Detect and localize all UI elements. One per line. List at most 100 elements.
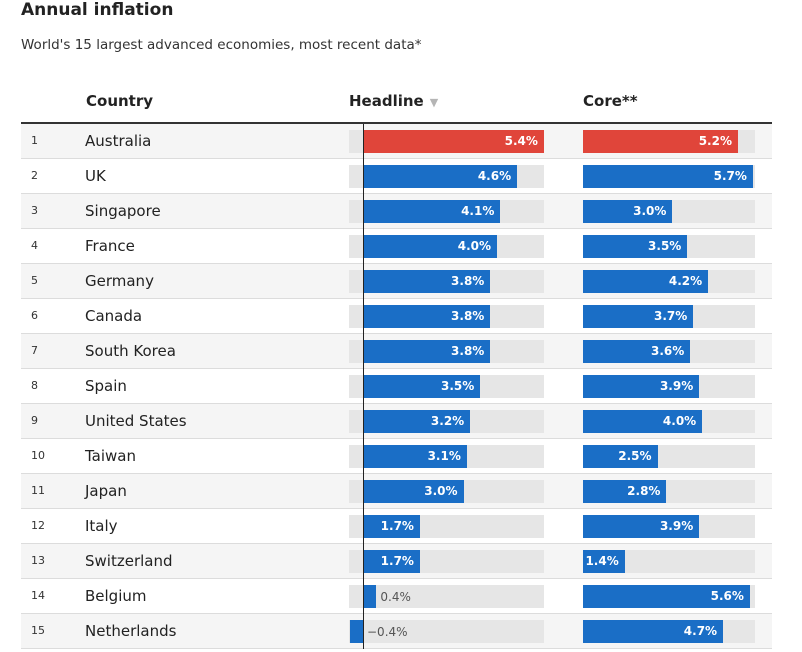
- table-row[interactable]: 14 Belgium 0.4% 5.6%: [21, 579, 772, 614]
- row-country: Spain: [85, 377, 127, 395]
- core-bar: [583, 620, 724, 643]
- table-row[interactable]: 13 Switzerland 1.7% 1.4%: [21, 544, 772, 579]
- row-divider: [21, 403, 772, 404]
- column-header-headline[interactable]: Headline ▼: [349, 92, 438, 110]
- row-country: Canada: [85, 307, 143, 325]
- core-bar: [583, 165, 753, 188]
- core-value-label: 2.8%: [627, 484, 661, 498]
- core-value-label: 5.7%: [713, 169, 747, 183]
- column-header-country[interactable]: Country: [86, 92, 154, 110]
- table-row[interactable]: 6 Canada 3.8% 3.7%: [21, 299, 772, 334]
- row-rank: 15: [31, 624, 45, 637]
- core-bar: [583, 410, 703, 433]
- row-country: United States: [85, 412, 187, 430]
- table-row[interactable]: 15 Netherlands −0.4% 4.7%: [21, 614, 772, 649]
- column-header-core[interactable]: Core**: [583, 92, 638, 110]
- row-country: Taiwan: [85, 447, 137, 465]
- row-divider: [21, 158, 772, 159]
- row-rank: 2: [31, 169, 38, 182]
- headline-bar: [363, 515, 420, 538]
- row-divider: [21, 613, 772, 614]
- row-divider: [21, 648, 772, 649]
- core-value-label: 3.6%: [651, 344, 685, 358]
- core-value-label: 3.0%: [633, 204, 667, 218]
- core-bar: [583, 270, 709, 293]
- headline-bar: [363, 165, 518, 188]
- headline-value-label: 5.4%: [504, 134, 538, 148]
- row-rank: 6: [31, 309, 38, 322]
- core-value-label: 3.9%: [659, 379, 694, 393]
- row-rank: 9: [31, 414, 38, 427]
- row-country: Belgium: [85, 587, 147, 605]
- row-divider: [21, 193, 772, 194]
- headline-value-label: 3.2%: [430, 414, 465, 428]
- core-bar: [583, 585, 750, 608]
- headline-value-label: 1.7%: [380, 554, 414, 568]
- row-rank: 7: [31, 344, 38, 357]
- row-divider: [21, 368, 772, 369]
- headline-value-label: 4.0%: [457, 239, 491, 253]
- column-header-headline-label: Headline: [349, 92, 424, 110]
- table-row[interactable]: 2 UK 4.6% 5.7%: [21, 159, 772, 194]
- table-row[interactable]: 5 Germany 3.8% 4.2%: [21, 264, 772, 299]
- row-country: Italy: [85, 517, 118, 535]
- row-rank: 10: [31, 449, 45, 462]
- row-country: Australia: [85, 132, 152, 150]
- headline-bar: [363, 585, 377, 608]
- core-value-label: 4.7%: [683, 624, 718, 638]
- table-row[interactable]: 11 Japan 3.0% 2.8%: [21, 474, 772, 509]
- core-bar: [583, 445, 658, 468]
- table-row[interactable]: 3 Singapore 4.1% 3.0%: [21, 194, 772, 229]
- core-value-label: 3.7%: [653, 309, 688, 323]
- headline-bar: [363, 375, 481, 398]
- headline-value-label: 4.6%: [477, 169, 512, 183]
- table-row[interactable]: 7 South Korea 3.8% 3.6%: [21, 334, 772, 369]
- table-row[interactable]: 12 Italy 1.7% 3.9%: [21, 509, 772, 544]
- row-rank: 1: [31, 134, 38, 147]
- row-divider: [21, 263, 772, 264]
- row-country: Singapore: [85, 202, 161, 220]
- table-row[interactable]: 10 Taiwan 3.1% 2.5%: [21, 439, 772, 474]
- core-value-label: 2.5%: [618, 449, 652, 463]
- headline-bar: [363, 550, 420, 573]
- core-bar: [583, 305, 694, 328]
- row-country: UK: [85, 167, 106, 185]
- headline-value-label: 3.5%: [440, 379, 475, 393]
- core-bar: [583, 200, 673, 223]
- headline-track: [349, 585, 544, 608]
- core-bar: [583, 515, 700, 538]
- sort-down-triangle-icon: ▼: [429, 96, 439, 109]
- core-bar: [583, 340, 691, 363]
- headline-bar: [363, 270, 491, 293]
- row-country: South Korea: [85, 342, 176, 360]
- headline-value-label: 4.1%: [461, 204, 495, 218]
- row-divider: [21, 543, 772, 544]
- core-track: [583, 550, 755, 573]
- row-divider: [21, 508, 772, 509]
- header-divider: [21, 122, 772, 124]
- row-rank: 14: [31, 589, 45, 602]
- core-value-label: 4.2%: [668, 274, 703, 288]
- headline-bar: [349, 620, 363, 643]
- row-rank: 12: [31, 519, 45, 532]
- row-divider: [21, 473, 772, 474]
- headline-value-label: 3.0%: [424, 484, 458, 498]
- row-rank: 5: [31, 274, 38, 287]
- headline-track: [349, 620, 544, 643]
- table-row[interactable]: 9 United States 3.2% 4.0%: [21, 404, 772, 439]
- row-country: Japan: [85, 482, 127, 500]
- row-divider: [21, 333, 772, 334]
- core-bar: [583, 375, 700, 398]
- headline-bar: [363, 305, 491, 328]
- headline-bar: [363, 410, 471, 433]
- row-rank: 11: [31, 484, 45, 497]
- core-bar: [583, 235, 688, 258]
- table-row[interactable]: 8 Spain 3.5% 3.9%: [21, 369, 772, 404]
- table-row[interactable]: 4 France 4.0% 3.5%: [21, 229, 772, 264]
- chart-subtitle: World's 15 largest advanced economies, m…: [21, 37, 422, 53]
- headline-bar: [363, 235, 497, 258]
- core-value-label: 4.0%: [662, 414, 697, 428]
- headline-value-label: 3.8%: [451, 309, 485, 323]
- row-divider: [21, 228, 772, 229]
- table-row[interactable]: 1 Australia 5.4% 5.2%: [21, 124, 772, 159]
